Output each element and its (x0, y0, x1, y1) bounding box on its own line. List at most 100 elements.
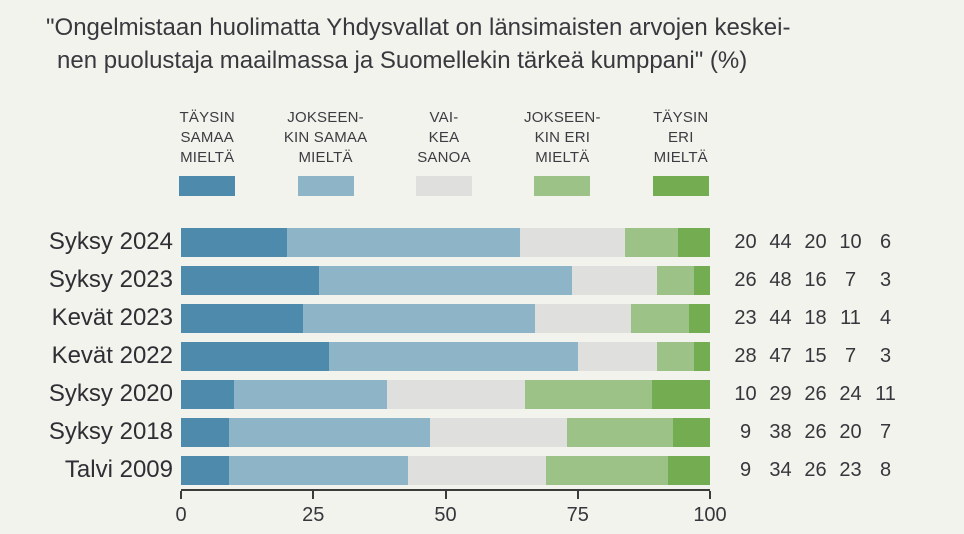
legend-item-label: JOKSEEN- KIN SAMAA MIELTÄ (283, 109, 368, 166)
row-label: Talvi 2009 (64, 456, 173, 483)
value-label: 7 (879, 420, 892, 443)
bar-segment (408, 455, 546, 485)
stacked-bar (181, 227, 710, 257)
bar-segment (577, 341, 658, 371)
chart-row: Syksy 2023 26 48 16 7 3 (16, 261, 903, 299)
legend: TÄYSIN SAMAA MIELTÄ JOKSEEN- KIN SAMAA MI… (148, 108, 740, 196)
bar-segment (535, 303, 631, 333)
row-value-labels: 23 44 18 11 4 (728, 307, 903, 330)
stacked-bar (181, 341, 710, 371)
legend-item: JOKSEEN- KIN SAMAA MIELTÄ (266, 108, 384, 196)
legend-item: JOKSEEN- KIN ERI MIELTÄ (503, 108, 621, 196)
bar-segment (181, 379, 234, 409)
bar-segment (657, 341, 695, 371)
row-value-labels: 28 47 15 7 3 (728, 345, 903, 368)
chart-row: Talvi 2009 9 34 26 23 8 (16, 451, 903, 489)
axis-tick-label: 100 (693, 504, 727, 526)
bar-segment (567, 417, 673, 447)
bar-segment (181, 303, 303, 333)
bar-segment (181, 265, 319, 295)
chart-row: Kevät 2023 23 44 18 11 4 (16, 299, 903, 337)
value-label: 6 (879, 230, 892, 253)
value-label: 48 (769, 268, 792, 291)
chart-title-line-2: nen puolustaja maailmassa ja Suomellekin… (57, 47, 748, 74)
value-label: 28 (734, 344, 757, 367)
axis-tick (180, 491, 182, 499)
row-label: Syksy 2024 (48, 228, 173, 255)
chart-row: Syksy 2024 20 44 20 10 6 (16, 223, 903, 261)
value-label: 23 (839, 458, 862, 481)
legend-item-label: TÄYSIN SAMAA MIELTÄ (179, 109, 235, 166)
row-label: Syksy 2020 (48, 380, 173, 407)
legend-item: TÄYSIN ERI MIELTÄ (622, 108, 740, 196)
chart-row: Syksy 2018 9 38 26 20 7 (16, 413, 903, 451)
legend-item: TÄYSIN SAMAA MIELTÄ (148, 108, 266, 196)
value-label: 34 (769, 458, 792, 481)
row-label: Syksy 2018 (48, 418, 173, 445)
value-label: 44 (769, 306, 792, 329)
value-label: 11 (875, 382, 896, 405)
value-label: 8 (879, 458, 892, 481)
row-value-labels: 26 48 16 7 3 (728, 269, 903, 292)
chart-row: Syksy 2020 10 29 26 24 11 (16, 375, 903, 413)
bar-segment (519, 227, 626, 257)
chart-title: "Ongelmistaan huolimatta Yhdysvallat on … (46, 11, 952, 77)
axis-tick (576, 491, 579, 499)
value-label: 47 (769, 344, 792, 367)
value-label: 20 (804, 230, 827, 253)
value-label: 23 (734, 306, 757, 329)
value-label: 4 (879, 306, 892, 329)
legend-item-label: VAI- KEA SANOA (417, 109, 471, 166)
bar-segment (181, 455, 229, 485)
value-label: 3 (879, 344, 892, 367)
stacked-bar (181, 303, 710, 333)
axis-tick-label: 50 (434, 504, 457, 526)
bar-segment (546, 455, 668, 485)
bar-segment (630, 303, 689, 333)
bar-segment (572, 265, 658, 295)
row-label: Syksy 2023 (48, 266, 173, 293)
value-label: 24 (839, 382, 862, 405)
bar-segment (657, 265, 695, 295)
bar-segment (318, 265, 573, 295)
axis-tick-label: 0 (175, 504, 187, 526)
legend-color-swatch (534, 176, 591, 196)
row-value-labels: 9 34 26 23 8 (728, 459, 903, 482)
value-label: 20 (734, 230, 757, 253)
bar-segment (181, 227, 287, 257)
bar-segment (329, 341, 578, 371)
chart-title-line-1: "Ongelmistaan huolimatta Yhdysvallat on … (46, 14, 791, 41)
value-label: 7 (844, 268, 857, 291)
row-label: Kevät 2022 (51, 342, 173, 369)
x-axis: 0 25 50 75 100 (175, 489, 727, 526)
stacked-bar (181, 379, 710, 409)
bar-segment (694, 341, 710, 371)
bar-segment (286, 227, 520, 257)
row-value-labels: 10 29 26 24 11 (728, 383, 903, 406)
axis-tick (312, 491, 315, 499)
value-label: 16 (804, 268, 827, 291)
value-label: 10 (839, 230, 862, 253)
bar-segment (524, 379, 652, 409)
value-label: 7 (844, 344, 857, 367)
value-label: 18 (804, 306, 827, 329)
bar-segment (181, 341, 330, 371)
row-value-labels: 9 38 26 20 7 (728, 421, 903, 444)
legend-item: VAI- KEA SANOA (385, 108, 503, 196)
value-label: 44 (769, 230, 792, 253)
legend-item-label: JOKSEEN- KIN ERI MIELTÄ (524, 109, 601, 166)
bar-segment (651, 379, 710, 409)
legend-color-swatch (415, 176, 472, 196)
value-label: 26 (734, 268, 757, 291)
axis-tick-label: 25 (302, 504, 325, 526)
value-label: 3 (879, 268, 892, 291)
value-label: 38 (769, 420, 792, 443)
stacked-bar (181, 417, 710, 447)
legend-item-label: TÄYSIN ERI MIELTÄ (653, 109, 709, 166)
value-label: 20 (839, 420, 862, 443)
bar-segment (678, 227, 710, 257)
bar-segment (429, 417, 568, 447)
bar-segment (387, 379, 525, 409)
stacked-bar (181, 455, 710, 485)
